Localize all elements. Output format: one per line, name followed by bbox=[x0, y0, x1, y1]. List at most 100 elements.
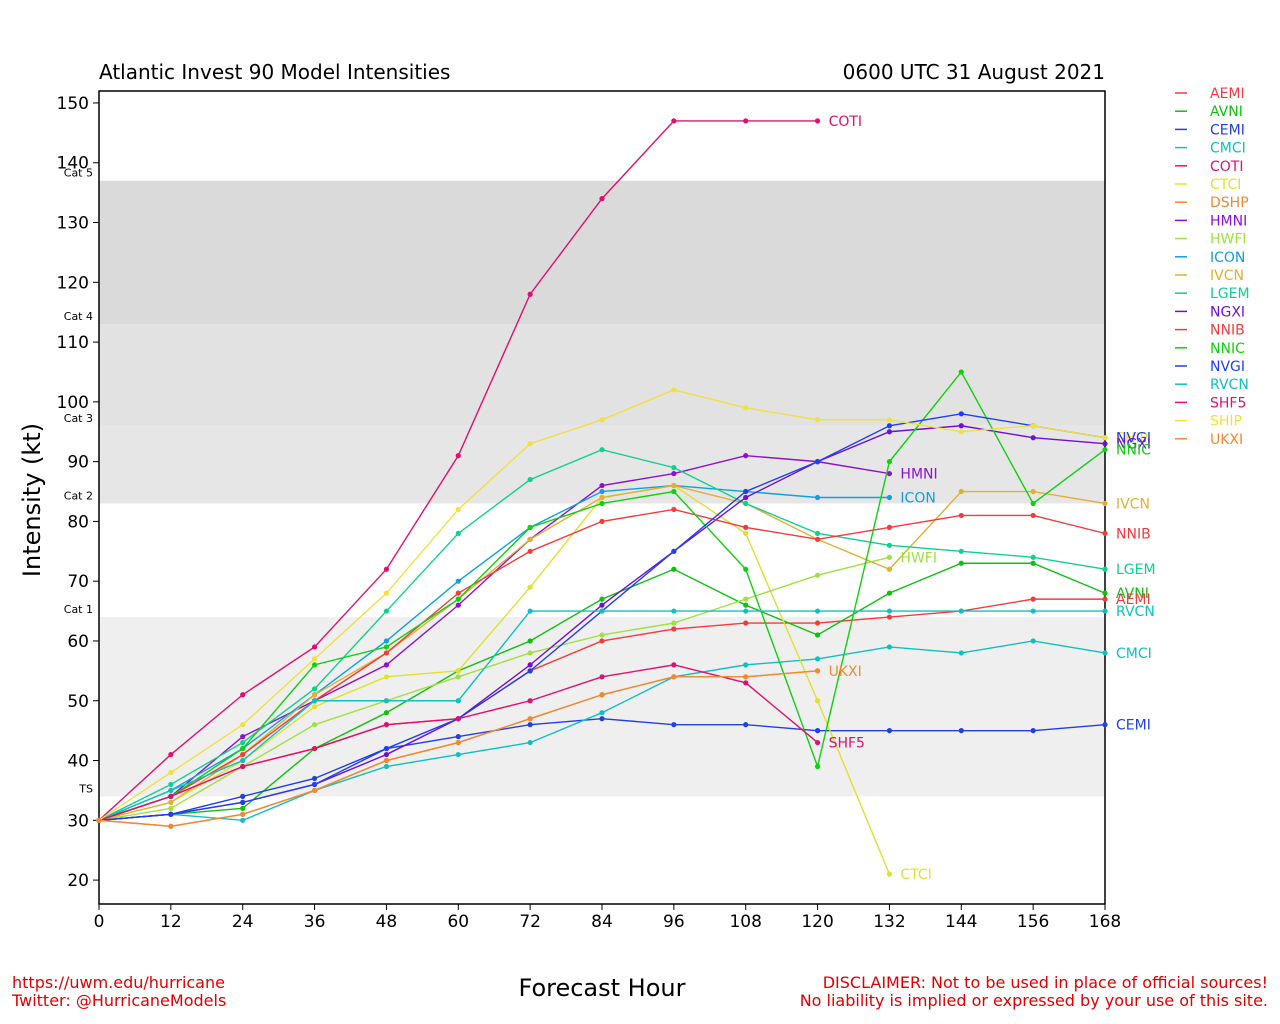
data-point bbox=[671, 548, 677, 554]
data-point bbox=[958, 411, 964, 417]
data-point bbox=[311, 698, 318, 704]
data-point bbox=[671, 674, 677, 680]
data-point bbox=[1030, 560, 1036, 566]
x-tick-label: 108 bbox=[729, 912, 761, 932]
end-label-ctci: CTCI bbox=[900, 867, 931, 883]
data-point bbox=[814, 536, 821, 542]
data-point bbox=[886, 871, 893, 877]
data-point bbox=[240, 811, 246, 817]
data-point bbox=[527, 722, 533, 728]
category-label: Cat 3 bbox=[64, 412, 93, 425]
data-point bbox=[743, 674, 749, 680]
x-tick-label: 168 bbox=[1089, 912, 1121, 932]
data-point bbox=[743, 662, 749, 668]
series-lines bbox=[96, 118, 1108, 877]
data-point bbox=[240, 805, 246, 811]
legend-label: NNIB bbox=[1210, 323, 1245, 339]
data-point bbox=[168, 751, 174, 758]
data-point bbox=[311, 722, 318, 728]
legend-label: COTI bbox=[1210, 159, 1243, 175]
data-point bbox=[311, 781, 318, 788]
data-point bbox=[886, 459, 893, 465]
data-point bbox=[886, 494, 893, 501]
data-point bbox=[383, 757, 390, 764]
data-point bbox=[1102, 447, 1108, 453]
legend-label: RVCN bbox=[1210, 377, 1249, 393]
data-point bbox=[527, 291, 533, 297]
legend-label: AEMI bbox=[1210, 86, 1245, 102]
legend-entry-cmci: CMCI bbox=[1175, 141, 1246, 157]
data-point bbox=[311, 745, 318, 752]
data-point bbox=[1102, 441, 1108, 447]
data-point bbox=[814, 417, 821, 423]
legend-entry-rvcn: RVCN bbox=[1175, 377, 1249, 393]
footer-url[interactable]: https://uwm.edu/hurricane bbox=[12, 973, 225, 992]
legend-label: NGXI bbox=[1210, 304, 1245, 320]
x-tick-label: 132 bbox=[873, 912, 905, 932]
data-point bbox=[455, 590, 461, 596]
x-axis-label: Forecast Hour bbox=[519, 974, 686, 1002]
data-point bbox=[671, 608, 677, 614]
category-label: Cat 5 bbox=[64, 167, 93, 180]
end-label-ivcn: IVCN bbox=[1116, 496, 1150, 512]
data-point bbox=[743, 530, 749, 536]
data-point bbox=[958, 560, 964, 566]
y-tick-label: 120 bbox=[57, 273, 89, 293]
data-point bbox=[240, 734, 246, 740]
data-point bbox=[743, 500, 749, 507]
data-point bbox=[1030, 554, 1036, 560]
footer-twitter[interactable]: Twitter: @HurricaneModels bbox=[12, 991, 227, 1010]
data-point bbox=[599, 608, 605, 614]
y-tick-label: 90 bbox=[67, 453, 89, 473]
data-point bbox=[814, 530, 821, 536]
data-point bbox=[671, 566, 677, 572]
data-point bbox=[527, 698, 533, 704]
data-point bbox=[455, 578, 461, 584]
data-point bbox=[527, 548, 533, 554]
data-point bbox=[958, 423, 964, 429]
data-point bbox=[455, 530, 461, 536]
legend-entry-icon: ICON bbox=[1175, 250, 1245, 266]
end-label-hmni: HMNI bbox=[900, 467, 937, 483]
data-point bbox=[743, 524, 749, 530]
data-point bbox=[886, 590, 893, 596]
x-tick-label: 12 bbox=[160, 912, 182, 932]
data-point bbox=[958, 429, 964, 435]
series-coti bbox=[96, 118, 821, 823]
data-point bbox=[814, 668, 821, 674]
category-label: Cat 2 bbox=[64, 489, 93, 502]
data-point bbox=[168, 793, 174, 799]
data-point bbox=[743, 494, 749, 501]
data-point bbox=[168, 811, 174, 817]
data-point bbox=[1030, 435, 1036, 441]
x-tick-label: 72 bbox=[519, 912, 541, 932]
data-point bbox=[527, 524, 533, 530]
legend-label: SHIP bbox=[1210, 414, 1242, 430]
data-point bbox=[958, 548, 964, 554]
data-point bbox=[383, 698, 390, 704]
series-lgem bbox=[96, 447, 1108, 823]
data-point bbox=[527, 441, 533, 447]
data-point bbox=[671, 662, 677, 668]
data-point bbox=[886, 644, 893, 650]
data-point bbox=[814, 608, 821, 614]
end-label-coti: COTI bbox=[829, 114, 862, 130]
end-label-rvcn: RVCN bbox=[1116, 604, 1155, 620]
y-axis-label: Intensity (kt) bbox=[18, 423, 46, 577]
data-point bbox=[311, 656, 318, 662]
data-point bbox=[743, 596, 749, 602]
x-tick-label: 144 bbox=[945, 912, 977, 932]
end-label-ship: SHIP bbox=[1116, 431, 1148, 447]
x-tick-label: 96 bbox=[663, 912, 685, 932]
data-point bbox=[743, 602, 749, 608]
data-point bbox=[671, 506, 677, 513]
data-point bbox=[671, 482, 677, 489]
data-point bbox=[383, 751, 390, 758]
band-ts bbox=[99, 617, 1105, 797]
data-point bbox=[383, 608, 390, 614]
y-tick-label: 30 bbox=[67, 811, 89, 831]
data-point bbox=[599, 488, 605, 495]
data-point bbox=[168, 823, 174, 829]
data-point bbox=[599, 638, 605, 644]
data-point bbox=[599, 632, 605, 638]
